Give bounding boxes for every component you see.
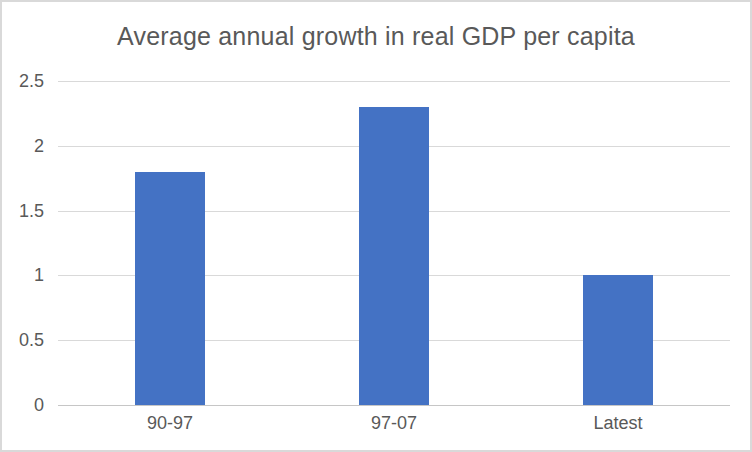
chart-title: Average annual growth in real GDP per ca… xyxy=(2,22,750,51)
y-tick-label: 0.5 xyxy=(2,330,44,350)
x-tick-label: 97-07 xyxy=(334,412,454,434)
x-tick-label: Latest xyxy=(558,412,678,434)
plot-area xyxy=(58,81,730,405)
gridline xyxy=(58,81,730,82)
y-tick-label: 2.5 xyxy=(2,71,44,91)
bar-97-07 xyxy=(359,107,429,405)
y-tick-label: 1 xyxy=(2,265,44,285)
gdp-growth-bar-chart: Average annual growth in real GDP per ca… xyxy=(0,0,752,452)
x-tick-label: 90-97 xyxy=(110,412,230,434)
y-tick-label: 2 xyxy=(2,136,44,156)
bar-90-97 xyxy=(135,172,205,405)
bar-latest xyxy=(583,275,653,405)
y-tick-label: 0 xyxy=(2,395,44,415)
x-axis-line xyxy=(58,405,730,406)
y-tick-label: 1.5 xyxy=(2,201,44,221)
